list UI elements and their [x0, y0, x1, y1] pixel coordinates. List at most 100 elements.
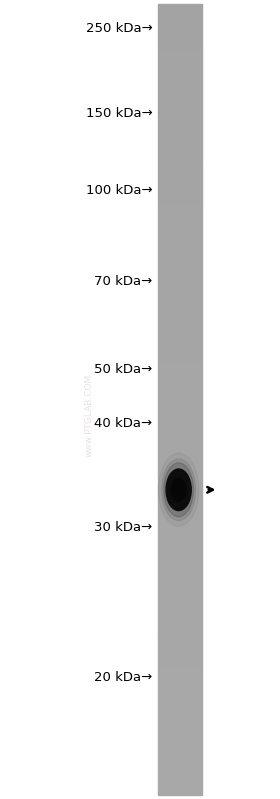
Text: 30 kDa→: 30 kDa→	[94, 521, 153, 534]
Bar	[158, 785, 202, 787]
Text: 150 kDa→: 150 kDa→	[86, 107, 153, 120]
Bar	[158, 598, 202, 600]
Bar	[158, 125, 202, 128]
Bar	[158, 389, 202, 392]
Bar	[158, 793, 202, 795]
Bar	[158, 296, 202, 300]
Bar	[158, 83, 202, 85]
Bar	[158, 138, 202, 141]
Bar	[158, 566, 202, 568]
Bar	[158, 740, 202, 742]
Bar	[158, 534, 202, 537]
Bar	[158, 645, 202, 647]
Bar	[158, 304, 202, 307]
Bar	[158, 207, 202, 209]
Bar	[158, 326, 202, 328]
Ellipse shape	[162, 459, 196, 521]
Bar	[158, 418, 202, 420]
Bar	[158, 621, 202, 623]
Bar	[158, 115, 202, 117]
Bar	[158, 249, 202, 252]
Bar	[158, 774, 202, 777]
Bar	[158, 157, 202, 160]
Bar	[158, 25, 202, 28]
Bar	[158, 465, 202, 468]
Bar	[158, 363, 202, 365]
Bar	[158, 394, 202, 397]
Bar	[158, 397, 202, 400]
Bar	[158, 312, 202, 315]
Bar	[158, 756, 202, 758]
Bar	[158, 412, 202, 415]
Bar	[158, 734, 202, 737]
Bar	[158, 352, 202, 355]
Bar	[158, 468, 202, 471]
Bar	[158, 6, 202, 10]
Bar	[158, 789, 202, 793]
Bar	[158, 20, 202, 22]
Bar	[158, 626, 202, 629]
Bar	[158, 286, 202, 288]
Bar	[158, 183, 202, 186]
Bar	[158, 690, 202, 692]
Bar	[158, 191, 202, 194]
Bar	[158, 748, 202, 750]
Bar	[158, 484, 202, 487]
Bar	[158, 344, 202, 347]
Bar	[158, 30, 202, 33]
Bar	[158, 442, 202, 444]
Bar	[158, 687, 202, 690]
Bar	[158, 284, 202, 286]
Bar	[158, 28, 202, 30]
Text: 40 kDa→: 40 kDa→	[94, 417, 153, 430]
Bar	[158, 336, 202, 339]
Bar	[158, 320, 202, 323]
Bar	[158, 521, 202, 523]
Bar	[158, 423, 202, 426]
Bar	[158, 294, 202, 296]
Bar	[158, 781, 202, 785]
Bar	[158, 323, 202, 326]
Bar	[158, 426, 202, 428]
Text: 50 kDa→: 50 kDa→	[94, 363, 153, 376]
Bar	[158, 247, 202, 249]
Bar	[158, 552, 202, 555]
Bar	[158, 54, 202, 57]
Bar	[158, 252, 202, 254]
Bar	[158, 708, 202, 710]
Bar	[158, 300, 202, 302]
Bar	[158, 228, 202, 231]
Bar	[158, 594, 202, 598]
Bar	[158, 122, 202, 125]
Bar	[158, 318, 202, 320]
Bar	[158, 201, 202, 205]
Bar	[158, 152, 202, 154]
Bar	[158, 563, 202, 566]
Bar	[158, 537, 202, 539]
Bar	[158, 4, 202, 6]
Bar	[158, 545, 202, 547]
Bar	[158, 729, 202, 732]
Bar	[158, 268, 202, 270]
Bar	[158, 231, 202, 233]
Bar	[158, 631, 202, 634]
Ellipse shape	[166, 469, 191, 511]
Bar	[158, 476, 202, 479]
Bar	[158, 341, 202, 344]
Bar	[158, 288, 202, 292]
Bar	[158, 618, 202, 621]
Bar	[158, 499, 202, 503]
Bar	[158, 600, 202, 602]
Bar	[158, 634, 202, 637]
Bar	[158, 292, 202, 294]
Bar	[158, 117, 202, 120]
Bar	[158, 254, 202, 257]
Bar	[158, 570, 202, 574]
Bar	[158, 695, 202, 698]
Bar	[158, 315, 202, 318]
Bar	[158, 447, 202, 450]
Bar	[158, 43, 202, 46]
Bar	[158, 650, 202, 653]
Bar	[158, 473, 202, 476]
Text: 20 kDa→: 20 kDa→	[94, 671, 153, 684]
